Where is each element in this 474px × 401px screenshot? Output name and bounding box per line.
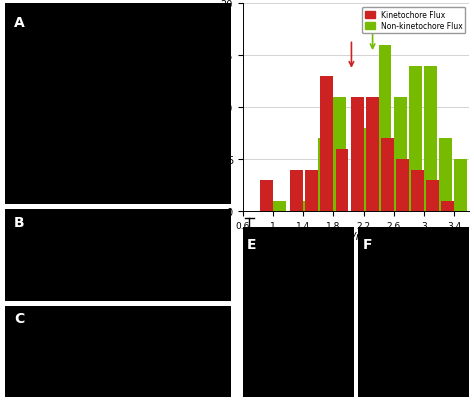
Bar	[394, 97, 407, 212]
Bar	[381, 139, 394, 212]
Bar	[379, 46, 392, 212]
Bar	[303, 201, 316, 212]
Bar	[441, 201, 454, 212]
Bar	[366, 97, 379, 212]
Text: A: A	[14, 16, 25, 30]
Bar	[333, 97, 346, 212]
Text: 5 min: 5 min	[258, 251, 283, 260]
Bar	[290, 170, 303, 212]
Bar	[320, 77, 333, 212]
Text: B: B	[14, 215, 25, 229]
Bar	[396, 160, 409, 212]
Bar	[469, 191, 474, 212]
Legend: Kinetochore Flux, Non-kinetochore Flux: Kinetochore Flux, Non-kinetochore Flux	[362, 8, 465, 34]
Bar	[318, 139, 331, 212]
Bar	[424, 66, 437, 212]
Bar	[351, 97, 364, 212]
Bar	[260, 181, 273, 212]
X-axis label: μm/min: μm/min	[335, 232, 377, 242]
Text: C: C	[14, 311, 24, 325]
Bar	[439, 139, 452, 212]
Text: E: E	[247, 237, 256, 251]
Bar	[411, 170, 424, 212]
Bar	[409, 66, 422, 212]
Bar	[426, 181, 439, 212]
Bar	[305, 170, 318, 212]
Text: F: F	[363, 237, 372, 251]
Y-axis label: number: number	[208, 86, 218, 130]
Bar	[454, 160, 467, 212]
Bar	[364, 129, 376, 212]
Bar	[273, 201, 286, 212]
Text: D: D	[243, 0, 256, 4]
Bar	[336, 150, 348, 212]
Text: 5 min: 5 min	[258, 347, 283, 356]
